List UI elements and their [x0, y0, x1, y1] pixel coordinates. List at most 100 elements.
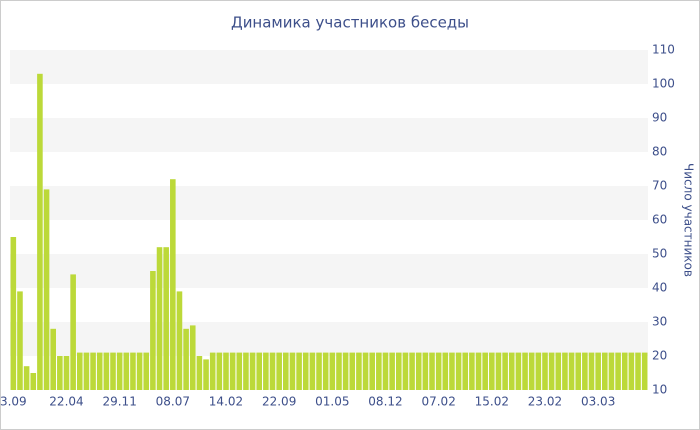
bar [163, 247, 169, 390]
bar [90, 352, 96, 390]
bar [455, 352, 462, 390]
x-tick-label: 15.02 [475, 395, 509, 409]
grid-band [10, 118, 648, 152]
bar [362, 352, 369, 390]
bar [123, 352, 130, 390]
bar [608, 352, 615, 390]
x-tick-label: 07.02 [421, 395, 455, 409]
bar [183, 328, 189, 390]
bar [30, 373, 37, 390]
grid-band [10, 50, 648, 84]
bar [316, 352, 322, 390]
bar [382, 352, 389, 390]
bar [495, 352, 502, 390]
x-tick-label: 08.07 [156, 395, 190, 409]
bar [63, 356, 70, 390]
bar [602, 352, 608, 390]
bar [555, 352, 562, 390]
bar [96, 352, 103, 390]
bar [369, 352, 375, 390]
bar [229, 352, 236, 390]
bar [156, 247, 163, 390]
bar [283, 352, 289, 390]
bar [130, 352, 136, 390]
bar [50, 328, 56, 390]
bar [449, 352, 455, 390]
bar [176, 291, 183, 390]
bar [322, 352, 329, 390]
bar [269, 352, 276, 390]
bar [70, 274, 76, 390]
bar [582, 352, 588, 390]
bar [256, 352, 263, 390]
bar [522, 352, 528, 390]
bar [136, 352, 143, 390]
bar [309, 352, 316, 390]
bar [356, 352, 362, 390]
bar [342, 352, 349, 390]
bar [508, 352, 515, 390]
bar [23, 366, 30, 390]
bar [389, 352, 395, 390]
x-tick-label: 22.09 [262, 395, 296, 409]
bar [435, 352, 442, 390]
bar [588, 352, 595, 390]
x-tick-label: 29.11 [102, 395, 136, 409]
bar [395, 352, 402, 390]
bar [110, 352, 116, 390]
bar [143, 352, 150, 390]
bar [43, 189, 50, 390]
bar [302, 352, 309, 390]
bar [203, 359, 209, 390]
bar [116, 352, 123, 390]
bar [615, 352, 621, 390]
y-axis-label: Число участников [682, 163, 696, 277]
bar [502, 352, 508, 390]
grid-band [10, 186, 648, 220]
bar [482, 352, 488, 390]
bar [528, 352, 535, 390]
y-tick-label: 90 [652, 111, 667, 125]
bar [542, 352, 548, 390]
bar [263, 352, 269, 390]
bar [276, 352, 282, 390]
bar [635, 352, 641, 390]
bar [641, 352, 648, 390]
y-tick-label: 50 [652, 247, 667, 261]
bar [189, 325, 196, 390]
bar [17, 291, 23, 390]
bar [223, 352, 229, 390]
bar [462, 352, 469, 390]
x-tick-label: 03.03 [581, 395, 615, 409]
y-tick-label: 60 [652, 213, 667, 227]
bar [515, 352, 522, 390]
y-tick-label: 20 [652, 349, 667, 363]
y-tick-label: 30 [652, 315, 667, 329]
bar [57, 356, 63, 390]
bar [289, 352, 296, 390]
bar [76, 352, 83, 390]
y-tick-label: 100 [652, 77, 675, 91]
y-tick-label: 70 [652, 179, 667, 193]
bar [429, 352, 435, 390]
bar [422, 352, 429, 390]
bar [415, 352, 422, 390]
bar [469, 352, 475, 390]
bar [37, 73, 43, 391]
bar [329, 352, 336, 390]
bar [595, 352, 601, 390]
y-tick-label: 40 [652, 281, 667, 295]
bar [376, 352, 382, 390]
bar [10, 237, 17, 390]
x-tick-label: 23.02 [528, 395, 562, 409]
bar [209, 352, 216, 390]
bar [442, 352, 449, 390]
bar [236, 352, 243, 390]
bar [621, 352, 628, 390]
bar [568, 352, 575, 390]
bar [535, 352, 542, 390]
x-tick-label: 08.12 [368, 395, 402, 409]
grid-band [10, 322, 648, 356]
grid-band [10, 254, 648, 288]
bar [249, 352, 256, 390]
